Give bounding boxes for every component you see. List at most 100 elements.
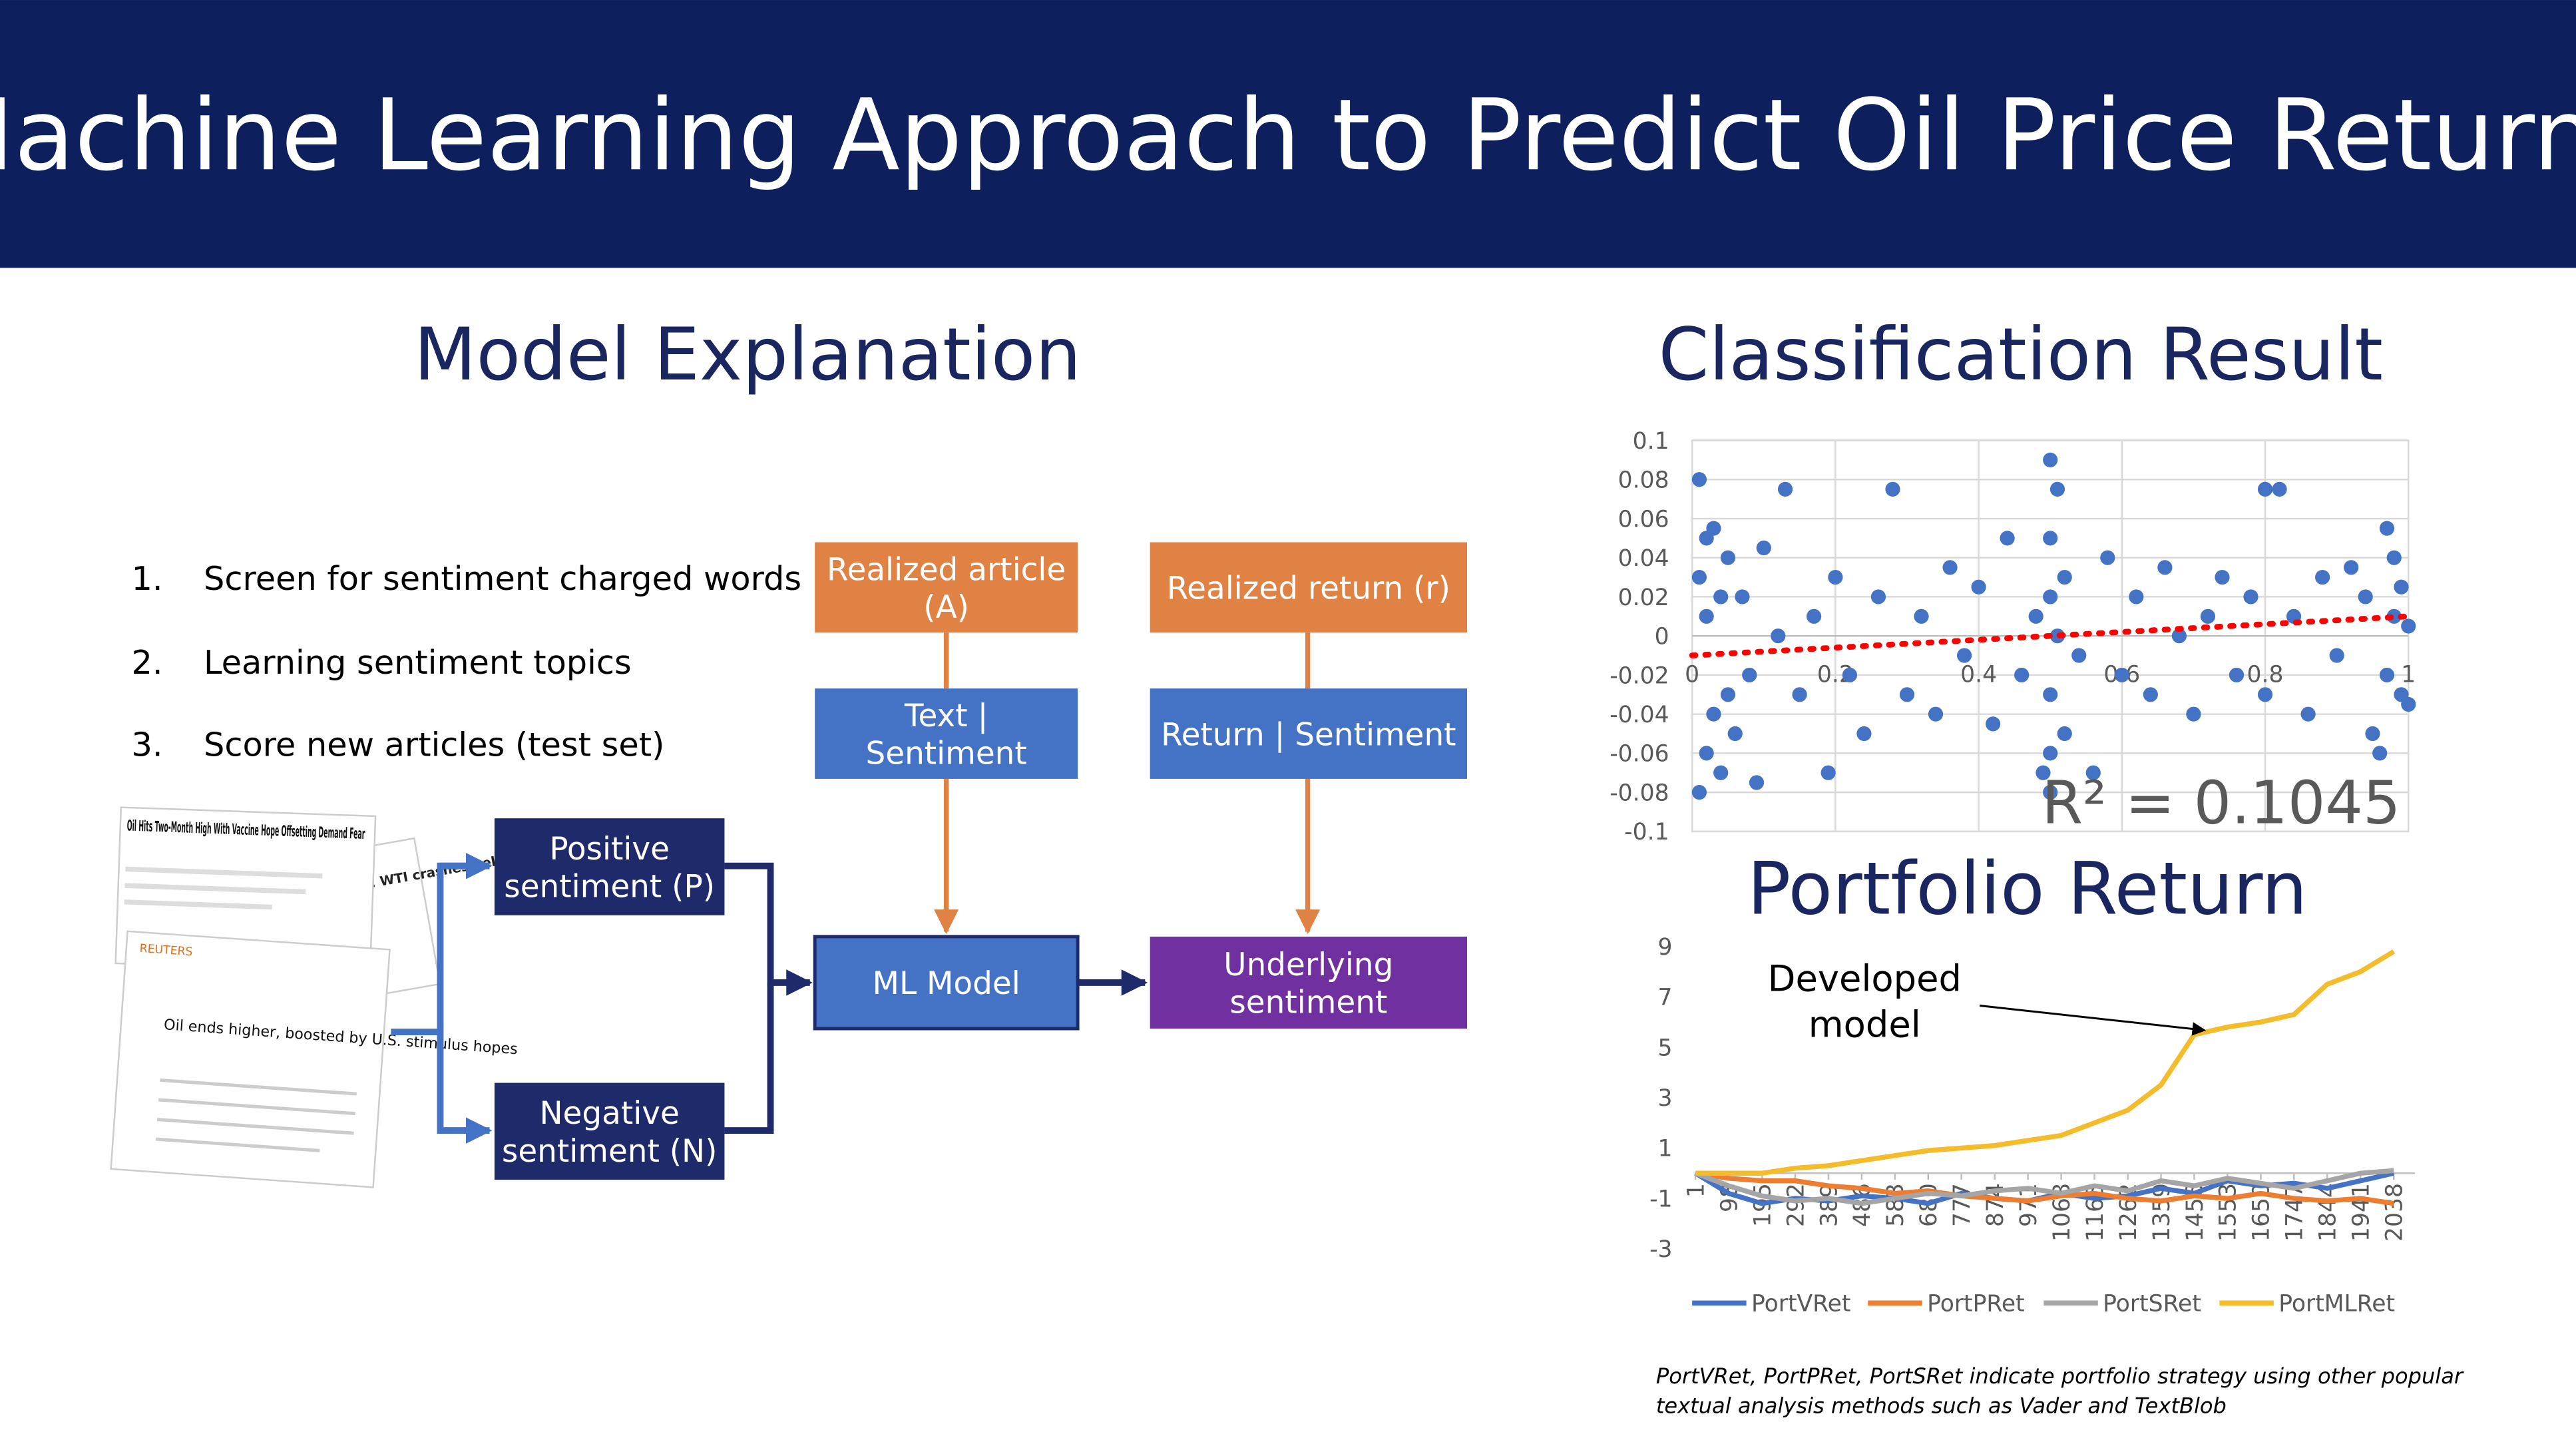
point [2315,569,2330,585]
node: ML Model [813,935,1080,1031]
legend-label: PortMLRet [2278,1291,2395,1318]
point [1771,628,1786,644]
text-line [156,1118,354,1135]
y-tick-label: 7 [1658,985,1673,1011]
x-tick-label: 1359 [2149,1183,2175,1242]
article-card: REUTERS Oil ends higher, boosted by U.S.… [110,930,519,1188]
node-box [815,688,1078,779]
x-tick-label: 389 [1816,1183,1842,1227]
y-tick-label: -1 [1649,1186,1672,1212]
footnote-line: PortVRet, PortPRet, PortSRet indicate po… [1656,1363,2464,1389]
point [2386,550,2402,565]
point [1777,481,1793,497]
point [2401,696,2416,712]
node-box [494,1083,725,1180]
r-squared: R² = 0.1045 [2041,769,2400,838]
y-tick-label: 1 [1658,1136,1673,1162]
point [2043,746,2058,761]
text-line [124,883,306,895]
node-box [1150,542,1468,633]
point [1691,569,1707,585]
x-tick-label: 777 [1949,1183,1976,1227]
x-tick-label: 2038 [2382,1183,2408,1242]
x-tick-label: 1844 [2315,1183,2342,1242]
scatter-chart: 0.1 0.08 0.06 0.04 0.02 0 -0.02 -0.04 -0.06 -0.08… [1610,428,2416,845]
node-label: sentiment [1229,985,1387,1021]
series-line [1695,949,2396,1176]
connector [724,862,813,996]
y-tick-label: 0.02 [1618,585,1669,611]
legend-label: PortPRet [1927,1291,2025,1318]
point [2043,531,2058,546]
point [2171,628,2187,644]
y-tick-label: -0.1 [1624,819,1669,845]
section-title: Classification Result [1659,312,2383,397]
x-tick-label: 0.4 [1960,661,1997,688]
point [2043,452,2058,467]
point [1742,667,1757,683]
step-text: Screen for sentiment charged words [204,559,801,598]
point [2215,569,2230,585]
point [1756,540,1771,556]
slide-title: Machine Learning Approach to Predict Oil… [0,78,2576,192]
y-tick-label: 5 [1658,1035,1673,1061]
point [2200,608,2216,624]
point [2300,706,2316,722]
y-tick-label: -0.02 [1610,662,1669,689]
point [2129,589,2144,604]
text-line [160,1078,357,1096]
point [2229,667,2245,683]
point [1706,521,1721,536]
y-tick-label: -3 [1649,1236,1672,1263]
point [1691,472,1707,487]
x-tick-label: 0.8 [2247,661,2284,688]
point [1735,589,1750,604]
y-tick-label: 0.04 [1618,545,1669,572]
x-tick-label: 292 [1783,1183,1809,1227]
node: Return | Sentiment [1150,688,1468,779]
node-box [1150,688,1468,779]
node-box [815,542,1078,633]
connectors [391,632,1307,1130]
node-label: Sentiment [865,736,1026,772]
y-tick-label: -0.08 [1610,780,1669,806]
legend-label: PortVRet [1751,1291,1850,1318]
y-tick-label: 0 [1655,624,1669,650]
steps: 1. Screen for sentiment charged words 2.… [131,559,801,764]
article-paper [110,930,391,1188]
point [1720,687,1736,702]
point [1806,608,1822,624]
y-tick-label: 0.08 [1618,467,1669,494]
point [1928,706,1944,722]
point [1885,481,1900,497]
node-label: sentiment (P) [504,869,715,905]
annotation: model [1809,1003,1921,1045]
trendline [1689,613,2412,658]
step-number: 1. [131,559,162,598]
annotation-arrow [1979,1005,2207,1036]
point [1713,765,1729,780]
point [2186,706,2201,722]
point [2014,667,2030,683]
point [1821,765,1836,780]
y-tick-label: -0.06 [1610,741,1669,768]
point [1713,589,1729,604]
y-tick-label: 9 [1658,934,1673,961]
node-box [813,935,1080,1031]
point [2043,687,2058,702]
diagram-nodes: Realized article(A) Text |Sentiment ML Mod… [494,542,1468,1180]
point [2157,560,2173,575]
point [2071,648,2087,663]
point [2057,569,2072,585]
node-label: Realized return (r) [1167,571,1450,607]
y-tick-label: 0.06 [1618,506,1669,533]
point [1856,726,1872,742]
point [1699,746,1714,761]
point [2114,667,2129,683]
point [2394,579,2409,595]
point [2057,726,2072,742]
point [1691,785,1707,800]
